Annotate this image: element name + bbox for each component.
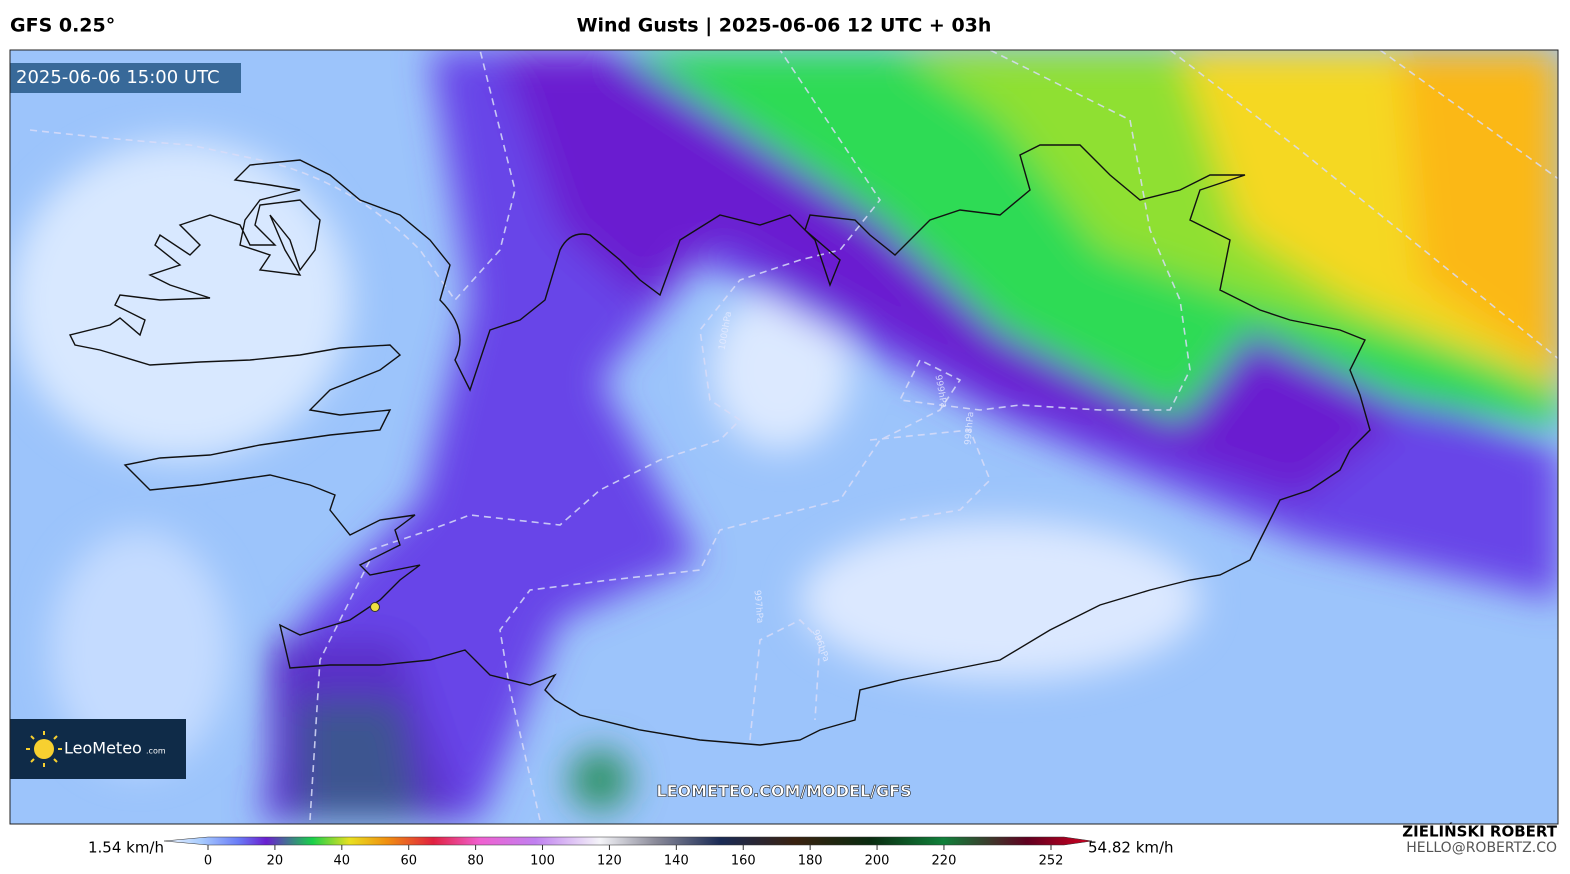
author: ZIELIŃSKI ROBERT	[1402, 822, 1557, 841]
logo-text: LeoMeteo	[64, 739, 142, 758]
colorbar-tick-label: 100	[530, 854, 555, 869]
colorbar-tick-label: 220	[932, 854, 957, 869]
coastline	[68, 144, 1371, 746]
colorbar-tick-label: 252	[1039, 854, 1064, 869]
colorbar-tick-label: 0	[204, 854, 212, 869]
colorbar-min: 1.54 km/h	[88, 839, 164, 857]
colorbar-ticks: 0 20 40 60 80 100 120 140 160 180 200 220 252	[204, 845, 1064, 869]
colorbar-tick-label: 120	[597, 854, 622, 869]
isobar-label: 998hPa	[964, 411, 977, 445]
logo-suffix: .com	[146, 747, 166, 756]
email: HELLO@ROBERTZ.CO	[1406, 840, 1557, 856]
colorbar-tick-label: 40	[334, 854, 351, 869]
isobar-label: 997hPa	[752, 590, 765, 624]
logo-sun	[34, 739, 54, 759]
wind-field	[10, 50, 1558, 820]
colorbar-max: 54.82 km/h	[1088, 839, 1174, 857]
colorbar-tick-label: 140	[664, 854, 689, 869]
colorbar	[163, 836, 1093, 846]
colorbar-tick-label: 160	[731, 854, 756, 869]
colorbar-tick-label: 80	[467, 854, 484, 869]
watermark: LEOMETEO.COM/MODEL/GFS	[656, 782, 911, 801]
map-frame	[9, 49, 1559, 825]
colorbar-tick-label: 200	[865, 854, 890, 869]
colorbar-tick-label: 60	[400, 854, 417, 869]
location-marker	[370, 602, 380, 612]
colorbar-tick-label: 20	[267, 854, 284, 869]
colorbar-tick-label: 180	[798, 854, 823, 869]
title: Wind Gusts | 2025-06-06 12 UTC + 03h	[577, 15, 992, 37]
logo-rays	[26, 731, 62, 767]
time-box	[10, 63, 241, 93]
valid-time: 2025-06-06 15:00 UTC	[16, 67, 220, 88]
model-label: GFS 0.25°	[10, 15, 115, 37]
map: 1000hPa 999hPa 998hPa 997hPa 996hPa 2025…	[10, 50, 1558, 824]
